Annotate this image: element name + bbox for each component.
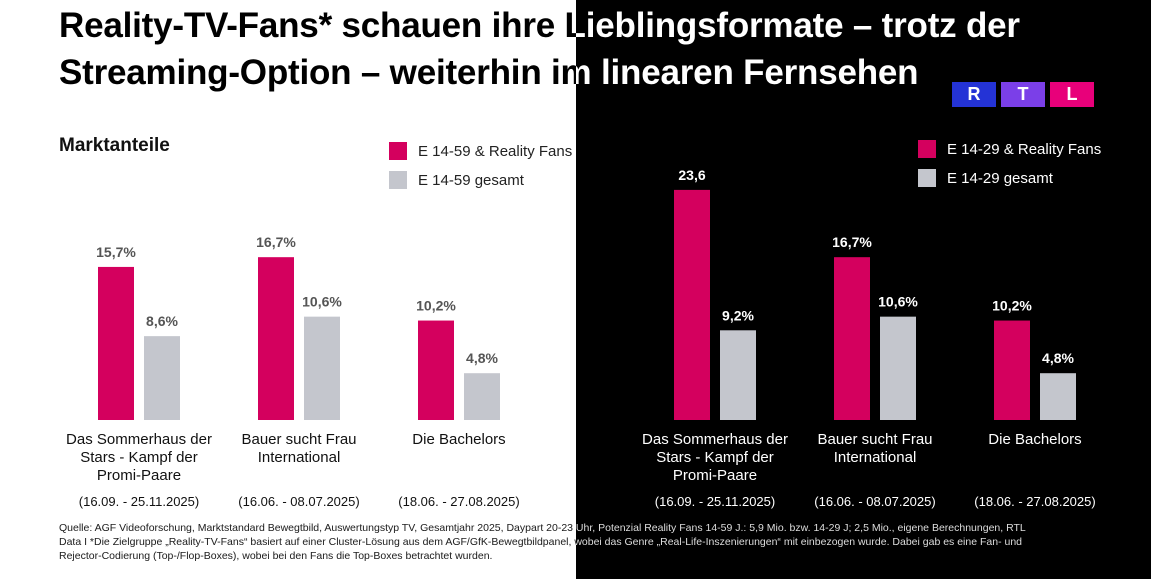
legend-swatch-fans bbox=[918, 140, 936, 158]
category-date-1: (16.09. - 25.11.2025) bbox=[78, 494, 200, 509]
data-label-gesamt-2: 10,6% bbox=[878, 294, 918, 310]
bar-fans-2 bbox=[258, 257, 294, 420]
category-date-1: (16.09. - 25.11.2025) bbox=[654, 494, 776, 509]
legend-item-gesamt: E 14-29 gesamt bbox=[918, 169, 1101, 187]
legend-swatch-gesamt bbox=[389, 171, 407, 189]
bar-gesamt-3 bbox=[1040, 373, 1076, 420]
bar-fans-1 bbox=[98, 266, 134, 420]
chart-left: 15,7% 8,6% 16,7% 10,6% 10,2% 4,8% Das Sommerh… bbox=[66, 234, 520, 509]
data-label-gesamt-3: 4,8% bbox=[1042, 350, 1074, 366]
legend-label-fans: E 14-29 & Reality Fans bbox=[947, 140, 1102, 158]
chart-subtitle: Marktanteile bbox=[59, 135, 170, 156]
bar-gesamt-1 bbox=[144, 336, 180, 420]
category-date-2: (16.06. - 08.07.2025) bbox=[814, 494, 936, 509]
data-label-gesamt-2: 10,6% bbox=[302, 294, 342, 310]
source-line-2: Data I *Die Zielgruppe „Reality-TV-Fans“… bbox=[59, 536, 1023, 548]
legend-label-gesamt: E 14-59 gesamt bbox=[418, 171, 524, 189]
bar-gesamt-2 bbox=[880, 316, 916, 420]
category-date-3: (18.06. - 27.08.2025) bbox=[974, 494, 1096, 509]
bar-gesamt-3 bbox=[464, 373, 500, 420]
category-label-2: Bauer sucht Frau International bbox=[817, 431, 933, 466]
page-title: Reality-TV-Fans* schauen ihre Lieblingsf… bbox=[59, 2, 1059, 96]
legend-item-fans: E 14-59 & Reality Fans bbox=[389, 142, 572, 160]
legend-item-gesamt: E 14-59 gesamt bbox=[389, 171, 572, 189]
bar-fans-1 bbox=[674, 189, 710, 420]
bar-chart-right: 23,6 9,2% 16,7% 10,6% 10,2% 4,8% bbox=[674, 167, 1076, 420]
data-label-fans-3: 10,2% bbox=[416, 298, 456, 314]
legend-swatch-gesamt bbox=[918, 169, 936, 187]
bar-gesamt-1 bbox=[720, 330, 756, 420]
data-label-fans-1: 15,7% bbox=[96, 244, 136, 260]
source-line-1: Quelle: AGF Videoforschung, Marktstandar… bbox=[59, 522, 1026, 534]
category-date-3: (18.06. - 27.08.2025) bbox=[398, 494, 520, 509]
category-label-3: Die Bachelors bbox=[412, 431, 506, 448]
rtl-logo: R T L bbox=[952, 82, 1094, 107]
legend-right: E 14-29 & Reality Fans E 14-29 gesamt bbox=[918, 140, 1101, 198]
bar-fans-3 bbox=[418, 320, 454, 420]
category-label-1: Das Sommerhaus der Stars - Kampf der Promi… bbox=[66, 431, 212, 484]
legend-label-gesamt: E 14-29 gesamt bbox=[947, 169, 1053, 187]
source-line-3: Rejector-Codierung (Top-/Flop-Boxes), wo… bbox=[59, 550, 493, 562]
data-label-gesamt-1: 8,6% bbox=[146, 313, 178, 329]
data-label-fans-2: 16,7% bbox=[832, 234, 872, 250]
data-label-gesamt-3: 4,8% bbox=[466, 350, 498, 366]
page-title-line-1: Reality-TV-Fans* schauen ihre Lieblingsf… bbox=[59, 6, 1020, 45]
rtl-logo-l: L bbox=[1050, 82, 1094, 107]
page-title-line-2: Streaming-Option – weiterhin im linearen… bbox=[59, 53, 919, 92]
data-label-fans-1: 23,6 bbox=[678, 167, 705, 183]
rtl-logo-t: T bbox=[1001, 82, 1045, 107]
category-label-3: Die Bachelors bbox=[988, 431, 1082, 448]
legend-left: E 14-59 & Reality Fans E 14-59 gesamt bbox=[389, 142, 572, 200]
bar-chart-left: 15,7% 8,6% 16,7% 10,6% 10,2% 4,8% bbox=[96, 234, 500, 420]
legend-label-fans: E 14-59 & Reality Fans bbox=[418, 142, 573, 160]
data-label-fans-2: 16,7% bbox=[256, 234, 296, 250]
legend-item-fans: E 14-29 & Reality Fans bbox=[918, 140, 1101, 158]
bar-fans-3 bbox=[994, 320, 1030, 420]
bar-gesamt-2 bbox=[304, 316, 340, 420]
bar-fans-2 bbox=[834, 257, 870, 420]
chart-right: 23,6 9,2% 16,7% 10,6% 10,2% 4,8% Das Sommerha… bbox=[576, 0, 1151, 579]
rtl-logo-r: R bbox=[952, 82, 996, 107]
data-label-fans-3: 10,2% bbox=[992, 298, 1032, 314]
category-label-1: Das Sommerhaus der Stars - Kampf der Promi… bbox=[642, 431, 788, 484]
category-date-2: (16.06. - 08.07.2025) bbox=[238, 494, 360, 509]
data-label-gesamt-1: 9,2% bbox=[722, 307, 754, 323]
legend-swatch-fans bbox=[389, 142, 407, 160]
category-label-2: Bauer sucht Frau International bbox=[241, 431, 357, 466]
source-note: Quelle: AGF Videoforschung, Marktstandar… bbox=[59, 521, 1089, 563]
